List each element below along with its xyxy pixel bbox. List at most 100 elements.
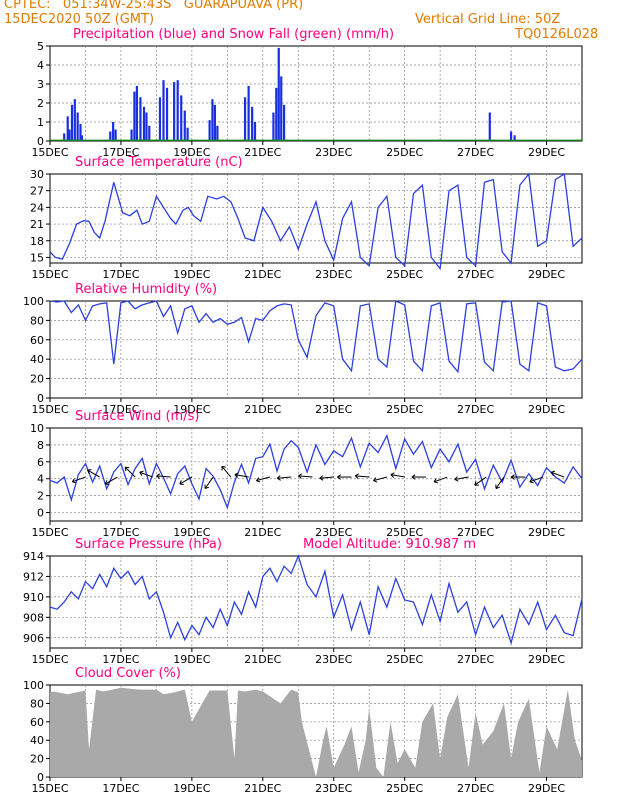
wind-arrow-head: [433, 478, 439, 484]
x-tick-label: 27DEC: [457, 782, 494, 795]
wind-arrow: [373, 476, 388, 482]
wind-arrow-head: [474, 481, 479, 486]
y-tick-label: 912: [23, 570, 44, 583]
wind-arrow-head: [156, 473, 161, 479]
y-tick-label: 914: [23, 550, 44, 563]
y-tick-label: 2: [37, 490, 44, 503]
header-location: CPTEC: 051:34W-25:43S GUARAPUAVA (PR): [4, 0, 304, 12]
x-tick-label: 15DEC: [31, 526, 68, 539]
precip-bar: [76, 112, 79, 141]
precip-bar: [135, 85, 138, 141]
panel-title: Precipitation (blue) and Snow Fall (gree…: [73, 27, 394, 42]
x-tick-label: 23DEC: [315, 653, 352, 666]
wind-arrow-head: [454, 476, 459, 482]
wind-arrow: [139, 471, 154, 478]
panel-title: Surface Pressure (hPa): [75, 537, 222, 552]
precip-bar: [213, 104, 217, 141]
wind-arrow-head: [373, 477, 378, 483]
x-tick-label: 21DEC: [244, 653, 281, 666]
precip-bar: [112, 122, 115, 141]
precip-bar: [139, 97, 142, 141]
precip-bar: [162, 80, 165, 141]
x-tick-label: 21DEC: [244, 526, 281, 539]
wind-arrow: [495, 476, 505, 489]
wind-arrow: [390, 474, 405, 478]
wind-arrow: [550, 471, 565, 478]
wind-arrow: [474, 476, 487, 486]
precip-bar: [173, 82, 176, 141]
y-tick-label: 910: [23, 591, 44, 604]
x-tick-label: 27DEC: [457, 653, 494, 666]
precip-bar: [186, 127, 189, 141]
y-tick-label: 40: [30, 734, 44, 747]
wind-arrow-head: [179, 480, 184, 485]
panel-3: 0 20 40 60 80 100 15DEC 17DEC 19DEC 21DEC 23DEC 25D…: [23, 282, 583, 416]
x-tick-label: 17DEC: [102, 526, 139, 539]
panel-annotation: Model Altitude: 910.987 m: [303, 537, 476, 552]
precip-bar: [272, 112, 275, 141]
x-tick-label: 19DEC: [173, 403, 210, 416]
x-tick-label: 27DEC: [457, 403, 494, 416]
panel-frame: [49, 555, 583, 649]
x-tick-label: 17DEC: [102, 146, 139, 159]
y-tick-label: 80: [30, 697, 44, 710]
y-tick-label: 60: [30, 716, 44, 729]
x-tick-label: 19DEC: [173, 782, 210, 795]
x-tick-label: 15DEC: [31, 782, 68, 795]
wind-arrow-head: [87, 469, 92, 474]
y-tick-label: 5: [37, 40, 44, 53]
wind-arrow-head: [298, 473, 303, 479]
wind-arrow-head: [204, 484, 210, 489]
x-tick-label: 27DEC: [457, 146, 494, 159]
precip-bar: [216, 125, 219, 141]
wind-arrow: [221, 465, 232, 478]
precip-bar: [68, 129, 71, 141]
y-tick-label: 21: [30, 218, 44, 231]
precip-bar: [509, 131, 513, 141]
panel-frame: [49, 173, 583, 264]
x-tick-label: 23DEC: [315, 526, 352, 539]
wind-arrow-head: [529, 478, 534, 484]
y-tick-label: 40: [30, 353, 44, 366]
x-tick-label: 19DEC: [173, 526, 210, 539]
precip-bar: [73, 99, 76, 141]
x-tick-label: 25DEC: [386, 782, 423, 795]
header-run-time: 15DEC2020 50Z (GMT): [4, 12, 155, 27]
precip-bar: [211, 99, 214, 141]
x-tick-label: 27DEC: [457, 268, 494, 281]
x-tick-label: 17DEC: [102, 268, 139, 281]
x-tick-label: 21DEC: [244, 268, 281, 281]
precip-bar: [513, 135, 516, 141]
x-tick-label: 23DEC: [315, 782, 352, 795]
x-tick-label: 25DEC: [386, 653, 423, 666]
x-tick-label: 23DEC: [315, 146, 352, 159]
y-tick-label: 20: [30, 753, 44, 766]
wind-arrow-head: [221, 465, 226, 471]
y-tick-label: 15: [30, 251, 44, 264]
y-tick-label: 4: [37, 59, 44, 72]
wind-arrow-head: [354, 473, 359, 479]
wind-arrow-head: [550, 470, 556, 476]
panel-title: Surface Temperature (nC): [75, 155, 243, 170]
precip-bar: [148, 125, 151, 141]
precip-bar: [251, 106, 254, 141]
y-tick-label: 30: [30, 168, 44, 181]
precip-bar: [176, 80, 179, 141]
series-line: [49, 554, 583, 646]
x-tick-label: 15DEC: [31, 653, 68, 666]
precip-bar: [158, 97, 162, 141]
wind-arrow: [277, 476, 292, 479]
y-tick-label: 4: [37, 473, 44, 486]
precip-bar: [275, 87, 278, 141]
y-tick-label: 0: [37, 507, 44, 520]
x-tick-label: 23DEC: [315, 403, 352, 416]
wind-arrow-head: [139, 470, 144, 476]
y-tick-label: 1: [37, 116, 44, 129]
panel-title: Surface Wind (m/s): [75, 409, 199, 424]
precip-bar: [183, 110, 186, 141]
precip-bar: [80, 135, 84, 141]
x-tick-label: 29DEC: [528, 782, 565, 795]
wind-arrow-head: [234, 472, 239, 478]
x-tick-label: 29DEC: [528, 146, 565, 159]
x-tick-label: 19DEC: [173, 653, 210, 666]
